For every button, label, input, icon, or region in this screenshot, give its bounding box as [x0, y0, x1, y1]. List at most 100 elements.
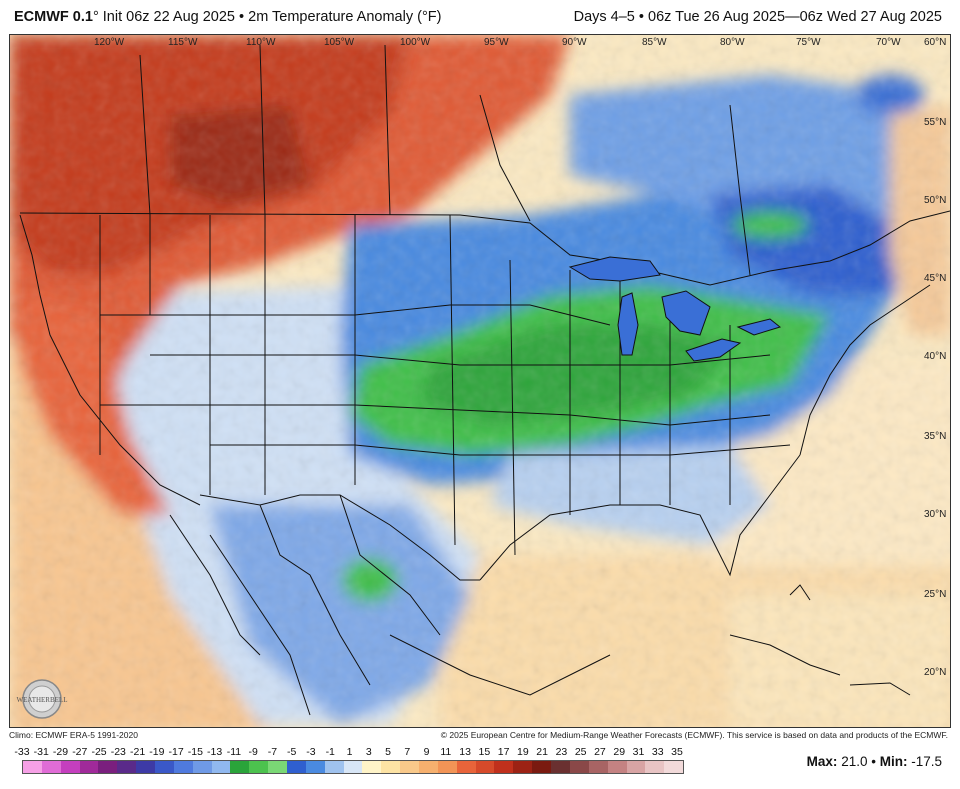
lon-label: 115°W [168, 37, 198, 48]
colorbar-tick-label: 3 [365, 746, 372, 758]
latitude-labels: 60°N 55°N 50°N 45°N 40°N 35°N 30°N 25°N … [924, 37, 946, 678]
colorbar-tick-label: 29 [613, 746, 626, 758]
lon-label: 105°W [324, 37, 355, 48]
colorbar-tick-label: -13 [207, 746, 223, 758]
lat-label: 30°N [924, 509, 946, 520]
lat-label: 40°N [924, 351, 946, 362]
anomaly-map: 120°W 115°W 110°W 105°W 100°W 95°W 90°W … [9, 34, 951, 728]
colorbar-tick-label: -5 [287, 746, 297, 758]
colorbar-tick-label: 1 [346, 746, 353, 758]
colorbar-swatch [98, 761, 118, 773]
colorbar-swatch [287, 761, 306, 773]
map-title: ECMWF 0.1° Init 06z 22 Aug 2025 • 2m Tem… [14, 9, 441, 25]
colorbar-tick-label: -25 [91, 746, 107, 758]
lon-label: 70°W [876, 37, 901, 48]
lat-label: 45°N [924, 273, 946, 284]
colorbar [22, 760, 684, 774]
max-min-readout: Max: 21.0 • Min: -17.5 [806, 754, 942, 769]
colorbar-swatch [475, 761, 495, 773]
colorbar-tick-label: 35 [671, 746, 683, 758]
valid-period: Days 4–5 • 06z Tue 26 Aug 2025—06z Wed 2… [573, 9, 942, 25]
colorbar-tick-label: 9 [423, 746, 430, 758]
map-footer: Climo: ECMWF ERA-5 1991-2020 © 2025 Euro… [0, 728, 960, 742]
lat-label: 20°N [924, 667, 946, 678]
min-label: Min: [879, 754, 908, 769]
colorbar-swatch [532, 761, 552, 773]
lon-label: 95°W [484, 37, 509, 48]
colorbar-swatch [305, 761, 325, 773]
min-value: -17.5 [911, 754, 942, 769]
colorbar-tick-label: 17 [497, 746, 510, 758]
colorbar-swatch [324, 761, 344, 773]
colorbar-tick-label: -15 [187, 746, 203, 758]
lon-label: 80°W [720, 37, 745, 48]
colorbar-tick-label: -17 [168, 746, 184, 758]
colorbar-swatch [362, 761, 382, 773]
texture [10, 35, 950, 727]
colorbar-tick-label: 5 [385, 746, 391, 758]
colorbar-tick-label: -7 [267, 746, 278, 758]
colorbar-swatch [155, 761, 174, 773]
lon-label: 120°W [94, 37, 125, 48]
lat-label: 60°N [924, 37, 946, 48]
colorbar-swatch [569, 761, 589, 773]
colorbar-swatch [456, 761, 476, 773]
weatherbell-logo: WEATHERBELL [14, 678, 70, 720]
lat-label: 50°N [924, 195, 946, 206]
colorbar-tick-label: 27 [594, 746, 606, 758]
longitude-labels: 120°W 115°W 110°W 105°W 100°W 95°W 90°W … [94, 37, 901, 48]
colorbar-tick-label: -33 [14, 746, 30, 758]
colorbar-swatch [136, 761, 156, 773]
colorbar-swatch [117, 761, 137, 773]
colorbar-tick-label: -29 [52, 746, 69, 758]
colorbar-tick-label: -1 [325, 746, 335, 758]
colorbar-tick-label: 21 [536, 746, 548, 758]
colorbar-tick-label: -11 [226, 746, 242, 758]
colorbar-swatch [211, 761, 231, 773]
colorbar-tick-label: -3 [306, 746, 316, 758]
lon-label: 90°W [562, 37, 587, 48]
caribbean-islands [729, 584, 911, 696]
max-label: Max: [806, 754, 838, 769]
model-name: ECMWF 0.1 [14, 9, 93, 25]
colorbar-swatch [268, 761, 288, 773]
colorbar-swatch [192, 761, 212, 773]
great-lakes [568, 256, 782, 362]
colorbar-tick-label: -23 [110, 746, 126, 758]
colorbar-swatch [79, 761, 99, 773]
colorbar-tick-label: -21 [129, 746, 146, 758]
climo-note: Climo: ECMWF ERA-5 1991-2020 [9, 730, 138, 740]
colorbar-swatch [551, 761, 570, 773]
colorbar-swatch [513, 761, 533, 773]
colorbar-swatch [419, 761, 438, 773]
colorbar-tick-label: 25 [574, 746, 587, 758]
colorbar-tick-label: 31 [632, 746, 645, 758]
colorbar-tick-label: 13 [459, 746, 471, 758]
colorbar-tick-label: 15 [478, 746, 491, 758]
colorbar-tick-label: -9 [248, 746, 258, 758]
header: ECMWF 0.1° Init 06z 22 Aug 2025 • 2m Tem… [0, 0, 960, 34]
colorbar-swatch [664, 761, 684, 773]
colorbar-tick-label: 7 [404, 746, 411, 758]
colorbar-swatch [626, 761, 646, 773]
colorbar-swatch [173, 761, 193, 773]
max-value: 21.0 [841, 754, 868, 769]
colorbar-swatch [230, 761, 250, 773]
colorbar-tick-label: 19 [517, 746, 529, 758]
lat-label: 35°N [924, 431, 946, 442]
colorbar-swatch [41, 761, 61, 773]
colorbar-tick-label: -19 [149, 746, 165, 758]
colorbar-tick-label: 11 [440, 746, 452, 758]
colorbar-swatch [607, 761, 627, 773]
colorbar-swatch [588, 761, 608, 773]
title-text: ° Init 06z 22 Aug 2025 • 2m Temperature … [92, 9, 442, 25]
lon-label: 75°W [796, 37, 821, 48]
colorbar-swatch [381, 761, 401, 773]
lat-label: 55°N [924, 117, 946, 128]
colorbar-tick-label: 33 [651, 746, 664, 758]
copyright-note: © 2025 European Centre for Medium-Range … [440, 730, 948, 740]
colorbar-swatch [645, 761, 665, 773]
colorbar-swatch [23, 761, 42, 773]
logo-text: WEATHERBELL [17, 696, 68, 704]
colorbar-swatch [60, 761, 80, 773]
